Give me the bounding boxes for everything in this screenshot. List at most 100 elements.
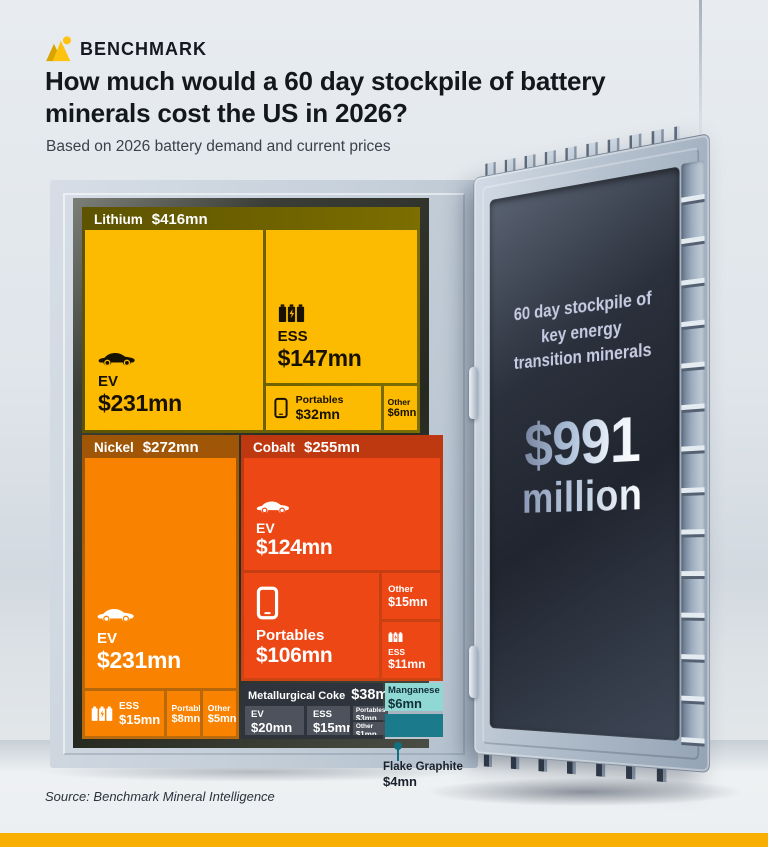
vault-door: 60 day stockpile of key energy transitio… [469, 125, 710, 783]
treemap-group-met-coke: Metallurgical Coke $38mn EV $20mn ESS [241, 683, 397, 739]
cell-value: $15mn [312, 720, 350, 735]
cell-label: EV [97, 630, 118, 647]
car-icon [256, 501, 290, 514]
battery-icon [388, 632, 403, 642]
cell-value: $6mn [388, 696, 422, 711]
group-body-lithium: EV $231mn ESS $147mn [85, 230, 417, 430]
door-bolt-rail [681, 159, 705, 747]
cell-cobalt-other: Other $15mn [382, 573, 440, 620]
callout-dot [394, 742, 402, 750]
flake-graphite-callout: Flake Graphite $4mn [383, 760, 463, 791]
treemap-band: Metallurgical Coke $38mn EV $20mn ESS [241, 683, 443, 739]
page-title: How much would a 60 day stockpile of bat… [45, 66, 606, 128]
group-name: Nickel [94, 440, 134, 455]
cell-nickel-other: Other $5mn [202, 691, 237, 736]
cell-value: $124mn [256, 536, 333, 559]
cell-value: $147mn [277, 345, 362, 371]
cell-coke-portables: Portables $3mn [352, 706, 389, 720]
group-header-met-coke: Metallurgical Coke $38mn [245, 685, 397, 706]
source-note: Source: Benchmark Mineral Intelligence [45, 789, 275, 804]
brand-accent-bar [0, 833, 768, 847]
cell-value: $1mn [355, 729, 377, 736]
cell-lithium-ev: EV $231mn [85, 230, 263, 430]
cell-value: $11mn [388, 657, 426, 671]
door-panel: 60 day stockpile of key energy transitio… [489, 166, 680, 741]
cell-label: Portables [295, 394, 344, 406]
cell-label: EV [256, 520, 275, 536]
cell-label: Portables [171, 702, 200, 713]
cell-value: $6mn [387, 407, 417, 419]
lithium-right-column: ESS $147mn Portables $32mn [265, 230, 417, 430]
brand-name: BENCHMARK [80, 38, 207, 59]
total-amount: $991 [524, 402, 641, 480]
cell-value: $106mn [256, 644, 333, 667]
door-hinge [469, 366, 478, 420]
cell-label: Other [388, 583, 414, 595]
cell-label: Other [387, 397, 411, 407]
cell-label: ESS [119, 700, 140, 712]
cell-value: $15mn [388, 594, 428, 609]
car-icon [98, 352, 135, 366]
phone-icon [274, 397, 288, 419]
door-caption: 60 day stockpile of key energy transitio… [514, 286, 652, 377]
cell-value: $231mn [97, 647, 181, 673]
group-header-nickel: Nickel $272mn [85, 435, 236, 458]
treemap-group-cobalt: Cobalt $255mn EV $124mn Portables [241, 435, 443, 681]
cell-value: $32mn [295, 406, 340, 422]
cell-cobalt-portables: Portables $106mn [244, 573, 380, 678]
vault-opening: Lithium $416mn EV $231mn ESS $147mn [73, 198, 443, 748]
phone-icon [256, 586, 279, 620]
door-hinge [469, 645, 478, 699]
cell-label: EV [251, 709, 264, 720]
cobalt-mini-column: Other $15mn ESS $11mn [382, 573, 440, 678]
cell-value: $8mn [171, 712, 200, 725]
treemap-bottom: Nickel $272mn EV $231mn ESS $15m [82, 435, 443, 739]
cell-label: ESS [312, 709, 332, 720]
battery-icon [91, 706, 113, 721]
treemap-group-nickel: Nickel $272mn EV $231mn ESS $15m [82, 435, 239, 739]
group-name: Cobalt [253, 440, 295, 455]
wall-corner [699, 0, 702, 150]
cell-coke-other: Other $1mn [352, 721, 389, 736]
cell-value: $5mn [207, 712, 237, 725]
callout-name: Flake Graphite [383, 761, 463, 773]
cell-label: ESS [388, 647, 406, 657]
battery-icon [278, 304, 304, 322]
treemap-right-column: Cobalt $255mn EV $124mn Portables [241, 435, 443, 739]
coke-mini-column: Portables $3mn Other $1mn [352, 706, 389, 736]
cell-label: EV [98, 373, 119, 390]
cell-text: Portables $32mn [296, 394, 344, 422]
benchmark-logo-icon [46, 36, 71, 62]
cell-cobalt-ev: EV $124mn [244, 458, 440, 570]
met-coke-row: EV $20mn ESS $15mn Portables [245, 706, 389, 735]
car-icon [97, 608, 134, 622]
group-value: $255mn [304, 439, 360, 456]
group-header-lithium: Lithium $416mn [85, 207, 417, 230]
cobalt-bottom-row: Portables $106mn Other $15mn E [244, 573, 440, 678]
cell-label: Portables [256, 627, 325, 644]
nickel-bottom-row: ESS $15mn Portables $8mn Other $5mn [85, 691, 237, 736]
group-name: Metallurgical Coke [248, 690, 346, 702]
page-subtitle: Based on 2026 battery demand and current… [46, 138, 391, 155]
total-amount-unit: million [522, 469, 643, 522]
cell-label: Manganese [388, 685, 440, 696]
cell-nickel-ev: EV $231mn [85, 458, 236, 688]
cell-label: Other [355, 722, 374, 730]
cell-text: ESS $15mn [119, 701, 160, 727]
cell-value: $231mn [98, 390, 182, 416]
cell-lithium-other: Other $6mn [383, 386, 417, 430]
cell-label: ESS [277, 328, 308, 345]
lithium-bottom-row: Portables $32mn Other $6mn [265, 386, 417, 430]
cell-lithium-ess: ESS $147mn [265, 230, 417, 383]
cell-coke-ev: EV $20mn [245, 706, 304, 735]
cell-label: Other [207, 702, 231, 713]
cell-value: $20mn [251, 720, 293, 735]
group-value: $272mn [142, 439, 199, 456]
cell-cobalt-ess: ESS $11mn [382, 622, 440, 678]
group-value: $416mn [151, 211, 208, 228]
cell-nickel-ess: ESS $15mn [85, 691, 164, 736]
cell-lithium-portables: Portables $32mn [265, 386, 381, 430]
group-header-cobalt: Cobalt $255mn [244, 435, 440, 458]
cell-value: $3mn [355, 714, 377, 720]
